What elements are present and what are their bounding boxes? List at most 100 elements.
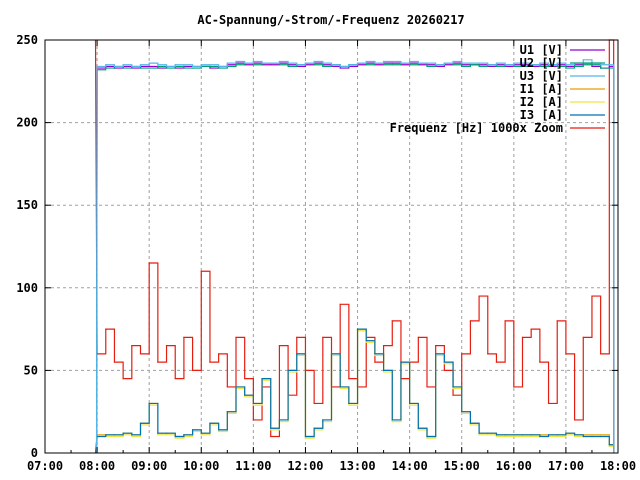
data-point — [261, 62, 263, 64]
data-point — [131, 65, 133, 68]
data-point — [452, 387, 454, 390]
data-point — [339, 67, 341, 69]
data-point — [478, 295, 480, 297]
data-point — [174, 64, 176, 66]
legend-label: Frequenz [Hz] 1000x Zoom — [390, 121, 563, 135]
data-point — [443, 369, 445, 371]
legend-label: U2 [V] — [520, 56, 563, 70]
data-point — [504, 434, 506, 436]
data-point — [409, 60, 411, 63]
data-point — [191, 65, 194, 68]
data-point — [270, 429, 272, 431]
data-point — [539, 435, 541, 438]
data-point — [191, 429, 194, 431]
data-point — [218, 353, 220, 355]
data-point — [339, 386, 341, 388]
y-tick-label: 150 — [16, 198, 38, 212]
data-point — [200, 432, 202, 434]
plot-area — [94, 39, 615, 454]
data-point — [165, 65, 168, 68]
data-point — [530, 434, 532, 436]
axis-ticks: 0 50 100 150 200 250 07:00 08:00 09:00 10:00 11:00… — [16, 33, 636, 473]
data-point — [539, 62, 541, 64]
data-point — [209, 361, 211, 363]
data-point — [556, 62, 558, 64]
data-point — [539, 361, 541, 363]
grid — [45, 40, 618, 453]
data-point — [591, 295, 593, 297]
data-point — [252, 402, 254, 405]
data-point — [391, 60, 393, 63]
data-point — [218, 430, 220, 433]
data-point — [461, 62, 463, 64]
data-point — [226, 386, 228, 388]
x-tick-label: 15:00 — [444, 459, 480, 473]
data-point — [417, 62, 419, 64]
data-point — [400, 361, 402, 363]
data-point — [452, 386, 454, 388]
data-point — [105, 328, 107, 330]
data-point — [139, 64, 142, 66]
data-point — [478, 432, 480, 434]
data-point — [478, 62, 480, 64]
data-point — [417, 429, 419, 431]
x-tick-label: 17:00 — [548, 459, 584, 473]
data-point — [409, 404, 411, 406]
data-point — [443, 363, 445, 365]
data-point — [105, 64, 107, 66]
data-point — [600, 434, 602, 436]
data-point — [183, 64, 185, 66]
data-point — [348, 402, 350, 405]
data-point — [122, 378, 124, 380]
data-point — [113, 65, 116, 68]
data-point — [382, 64, 385, 66]
data-point — [322, 419, 324, 421]
x-tick-label: 09:00 — [131, 459, 167, 473]
data-point — [270, 427, 272, 429]
data-point — [556, 434, 558, 436]
data-point — [278, 60, 281, 63]
data-point — [573, 65, 576, 68]
data-point — [487, 434, 489, 436]
data-point — [235, 64, 237, 66]
data-point — [487, 353, 489, 355]
legend-label: I1 [A] — [520, 82, 563, 96]
data-point — [495, 361, 498, 363]
data-point — [148, 262, 150, 264]
data-point — [374, 361, 376, 363]
data-point — [591, 435, 593, 438]
x-tick-label: 14:00 — [392, 459, 428, 473]
data-point — [287, 62, 289, 64]
data-point — [165, 432, 168, 434]
data-point — [113, 434, 116, 436]
data-point — [296, 353, 298, 355]
data-point — [556, 65, 558, 68]
data-point — [218, 65, 220, 68]
data-point — [443, 361, 445, 363]
data-point — [200, 64, 202, 66]
data-point — [391, 419, 393, 421]
data-point — [261, 378, 263, 380]
data-point — [426, 65, 428, 68]
data-point — [304, 435, 307, 438]
data-point — [582, 435, 584, 438]
data-point — [435, 345, 437, 347]
data-point — [209, 67, 211, 69]
data-point — [148, 67, 150, 69]
data-point — [330, 64, 333, 66]
data-point — [348, 404, 350, 406]
data-point — [304, 62, 307, 64]
data-point — [565, 432, 567, 434]
data-point — [409, 402, 411, 405]
data-point — [226, 62, 228, 64]
data-point — [270, 64, 272, 66]
data-point — [165, 434, 168, 436]
data-point — [209, 64, 211, 66]
data-point — [417, 336, 419, 338]
data-point — [547, 64, 550, 66]
data-point — [478, 434, 480, 436]
x-tick-label: 18:00 — [600, 459, 636, 473]
legend: U1 [V]U2 [V]U3 [V]I1 [A]I2 [A]I3 [A]Freq… — [390, 43, 605, 135]
data-point — [608, 64, 610, 66]
data-point — [270, 62, 272, 64]
